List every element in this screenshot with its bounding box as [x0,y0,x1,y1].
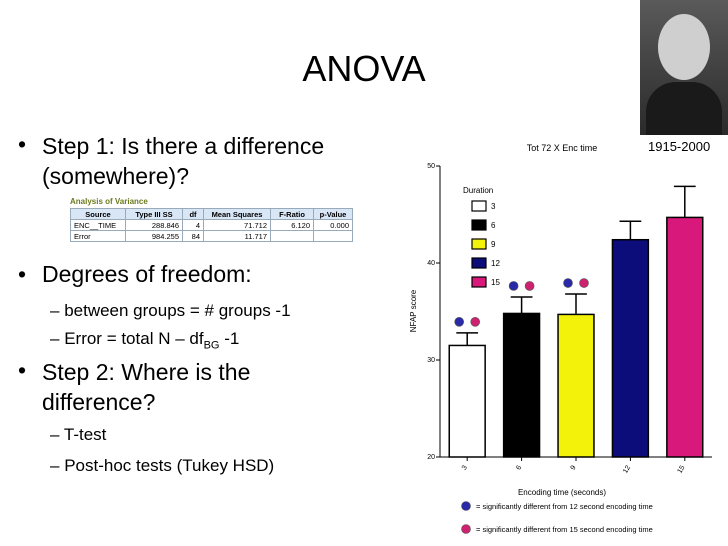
bullet: Degrees of freedom: [42,261,252,287]
td [313,230,353,242]
table-header: Source Type III SS df Mean Squares F-Rat… [70,208,353,220]
bullet: Step 1: Is there a difference (somewhere… [42,133,325,189]
bullet-mark: • [18,261,27,287]
subscript: BG [203,339,220,352]
y-tick-label: 30 [427,357,435,364]
y-tick-label: 50 [427,163,435,170]
note-text: = significantly different from 15 second… [476,525,653,534]
significance-dot [579,278,589,288]
x-tick-label: 9 [570,464,578,471]
significance-dot [524,281,535,291]
y-axis-label: NFAP score [409,289,418,332]
x-tick-label: 6 [515,464,523,471]
slide-title: ANOVA [302,48,426,89]
sub-bullet: – T-test [50,425,107,444]
td: 84 [182,230,204,242]
table-row: Error 984.255 84 11.717 [70,230,353,242]
table-row: ENC__TIME 288.846 4 71.712 6.120 0.000 [70,219,353,231]
th: Source [70,208,126,220]
x-tick-label: 3 [461,464,469,471]
sub-bullet-text: Error = total N – df [64,329,204,348]
portrait-photo [640,0,728,135]
legend-label: 9 [491,240,496,249]
bullet-mark: • [18,357,27,383]
x-tick-label: 12 [622,464,632,474]
sub-bullet: – Post-hoc tests (Tukey HSD) [50,456,275,475]
legend-swatch [471,200,487,212]
legend-label: 15 [491,278,500,287]
note-text: = significantly different from 12 second… [476,502,653,511]
chart-title: Tot 72 X Enc time [527,143,598,153]
bar [666,216,704,458]
sub-bullet-text: between groups = # groups -1 [64,301,291,320]
td: 11.717 [203,230,271,242]
legend-swatch [471,238,487,250]
bar [448,344,486,458]
legend-swatch [471,219,487,231]
bullet-mark: • [18,131,27,157]
significance-dot [508,281,519,291]
x-tick-label: 15 [677,464,687,474]
legend-swatch [471,276,487,288]
bar [611,238,650,458]
legend-label: 12 [491,259,500,268]
table-caption: Analysis of Variance [70,197,148,206]
photo-caption: 1915-2000 [648,139,711,154]
bar [557,313,595,458]
significance-dot [454,317,465,327]
significance-dot [470,317,481,327]
note-dot [461,524,471,534]
sub-bullet-text: Post-hoc tests (Tukey HSD) [64,456,275,475]
bar [502,312,541,458]
legend-label: 3 [491,202,496,211]
sub-bullet-text: -1 [224,329,240,348]
legend-title: Duration [463,186,493,195]
bullet: Step 2: Where is the difference? [42,359,251,415]
legend-swatch [471,257,487,269]
th: p-Value [313,208,353,220]
y-tick-label: 40 [427,260,435,267]
sub-bullet: – Error = total N – dfBG -1 [50,329,240,352]
significance-dot [563,278,573,288]
sub-bullet: – between groups = # groups -1 [50,301,291,320]
note-dot [461,501,471,511]
x-axis-label: Encoding time (seconds) [518,488,606,497]
legend-label: 6 [491,221,496,230]
y-tick-label: 20 [427,454,435,461]
sub-bullet-text: T-test [63,425,107,444]
anova-table: Source Type III SS df Mean Squares F-Rat… [70,208,353,242]
